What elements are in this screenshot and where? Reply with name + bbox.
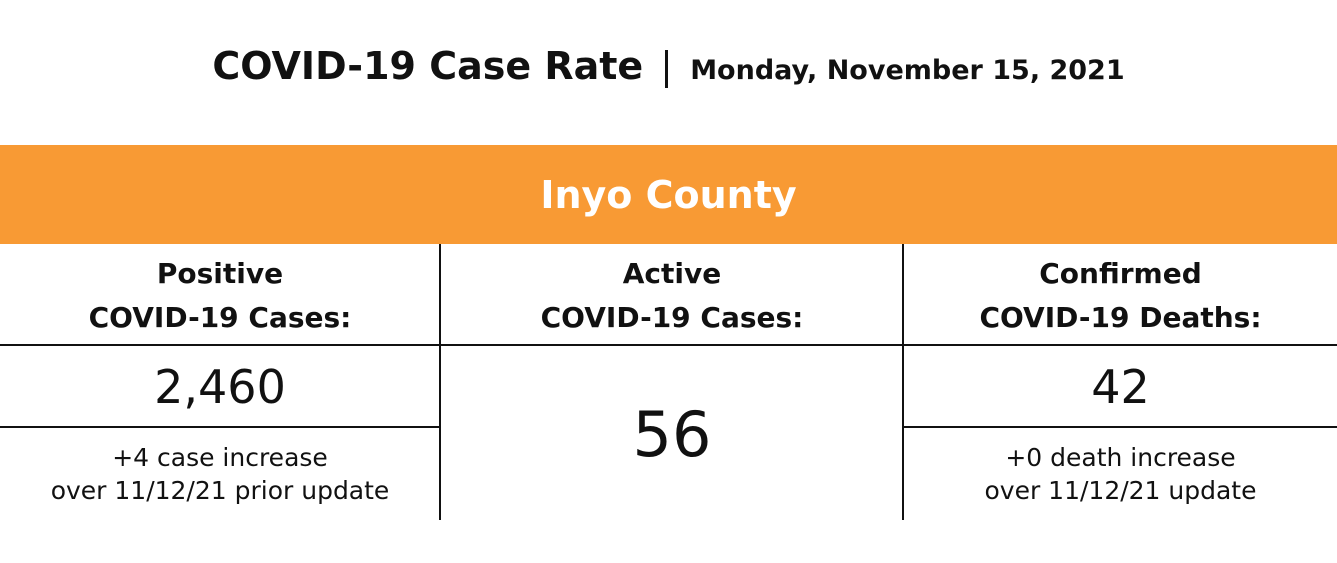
divider: [902, 244, 904, 520]
note: over 11/12/21 update: [984, 476, 1257, 505]
header: COVID-19 Case Rate Monday, November 15, …: [0, 44, 1337, 94]
title: COVID-19 Case Rate: [212, 44, 644, 88]
note: over 11/12/21 prior update: [50, 476, 390, 505]
value: 42: [1091, 360, 1150, 414]
column-heading: Positive: [156, 257, 284, 290]
date: Monday, November 15, 2021: [690, 55, 1125, 86]
separator: [665, 50, 669, 88]
divider: [903, 426, 1337, 428]
divider: [0, 344, 1337, 346]
column-heading: COVID-19 Cases:: [540, 301, 804, 334]
column-heading: Active: [622, 257, 722, 290]
county: Inyo County: [540, 172, 797, 217]
value: 56: [632, 398, 712, 471]
note: +0 death increase: [1005, 443, 1236, 472]
note: +4 case increase: [112, 443, 328, 472]
value: 2,460: [154, 360, 286, 414]
banner: Inyo County: [0, 145, 1337, 244]
column-heading: COVID-19 Cases:: [88, 301, 352, 334]
column-heading: COVID-19 Deaths:: [979, 301, 1262, 334]
divider: [439, 244, 441, 520]
divider: [0, 426, 440, 428]
column-heading: Confirmed: [1039, 257, 1202, 290]
